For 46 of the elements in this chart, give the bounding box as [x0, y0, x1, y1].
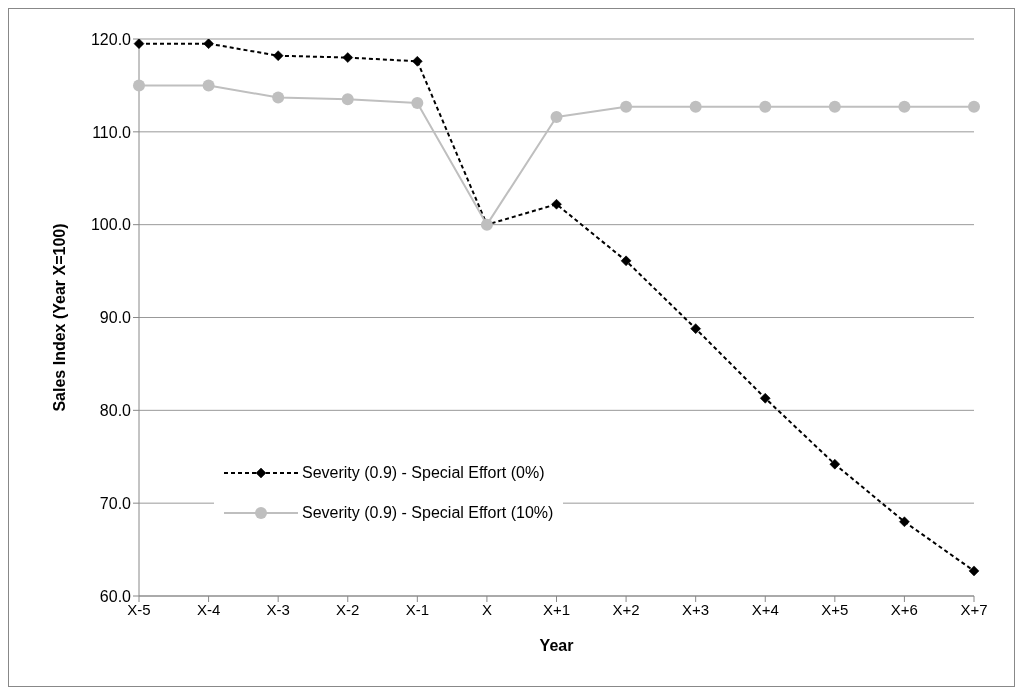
point [620, 100, 633, 113]
point [272, 50, 284, 61]
x-tick-label: X+1 [542, 600, 571, 618]
point [690, 323, 701, 334]
point [341, 93, 354, 106]
x-tick-label: X-1 [405, 600, 430, 618]
point [551, 198, 562, 210]
x-tick-label: X-2 [336, 600, 360, 618]
point [968, 565, 980, 577]
x-tick-label: X+5 [821, 600, 849, 618]
x-tick-label: X+2 [612, 600, 640, 618]
point [828, 100, 841, 113]
point [968, 100, 980, 113]
point [620, 255, 632, 267]
point [133, 79, 145, 92]
point [899, 516, 910, 527]
x-tick-label: X-3 [266, 600, 290, 618]
x-tick-label: X+6 [890, 600, 918, 618]
x-tick-label: X [481, 600, 492, 618]
point [412, 56, 423, 67]
y-tick-label: 70.0 [99, 494, 132, 512]
y-tick-label: 100.0 [90, 216, 132, 234]
point [898, 100, 911, 113]
x-tick-label: X-4 [196, 600, 221, 618]
legend-label: Severity (0.9) - Special Effort (0%) [302, 464, 545, 482]
point [202, 79, 215, 92]
point [689, 100, 702, 113]
point [550, 110, 563, 123]
y-tick-label: 110.0 [92, 123, 132, 141]
point [272, 91, 285, 104]
x-tick-label: X+4 [751, 600, 779, 618]
y-tick-label: 120.0 [90, 30, 132, 48]
y-tick-label: 60.0 [99, 587, 132, 605]
point [411, 97, 424, 110]
y-tick-label: 90.0 [99, 309, 132, 327]
point [342, 52, 353, 63]
point [203, 39, 214, 49]
x-tick-label: X+7 [960, 600, 988, 618]
x-axis-title: Year [539, 637, 574, 654]
y-tick-label: 80.0 [99, 402, 132, 420]
point [759, 100, 772, 113]
y-axis-title: Sales Index (Year X=100) [50, 223, 68, 412]
x-tick-label: X+3 [682, 600, 710, 618]
point [760, 393, 771, 404]
legend-label: Severity (0.9) - Special Effort (10%) [302, 504, 554, 522]
point [829, 458, 841, 470]
